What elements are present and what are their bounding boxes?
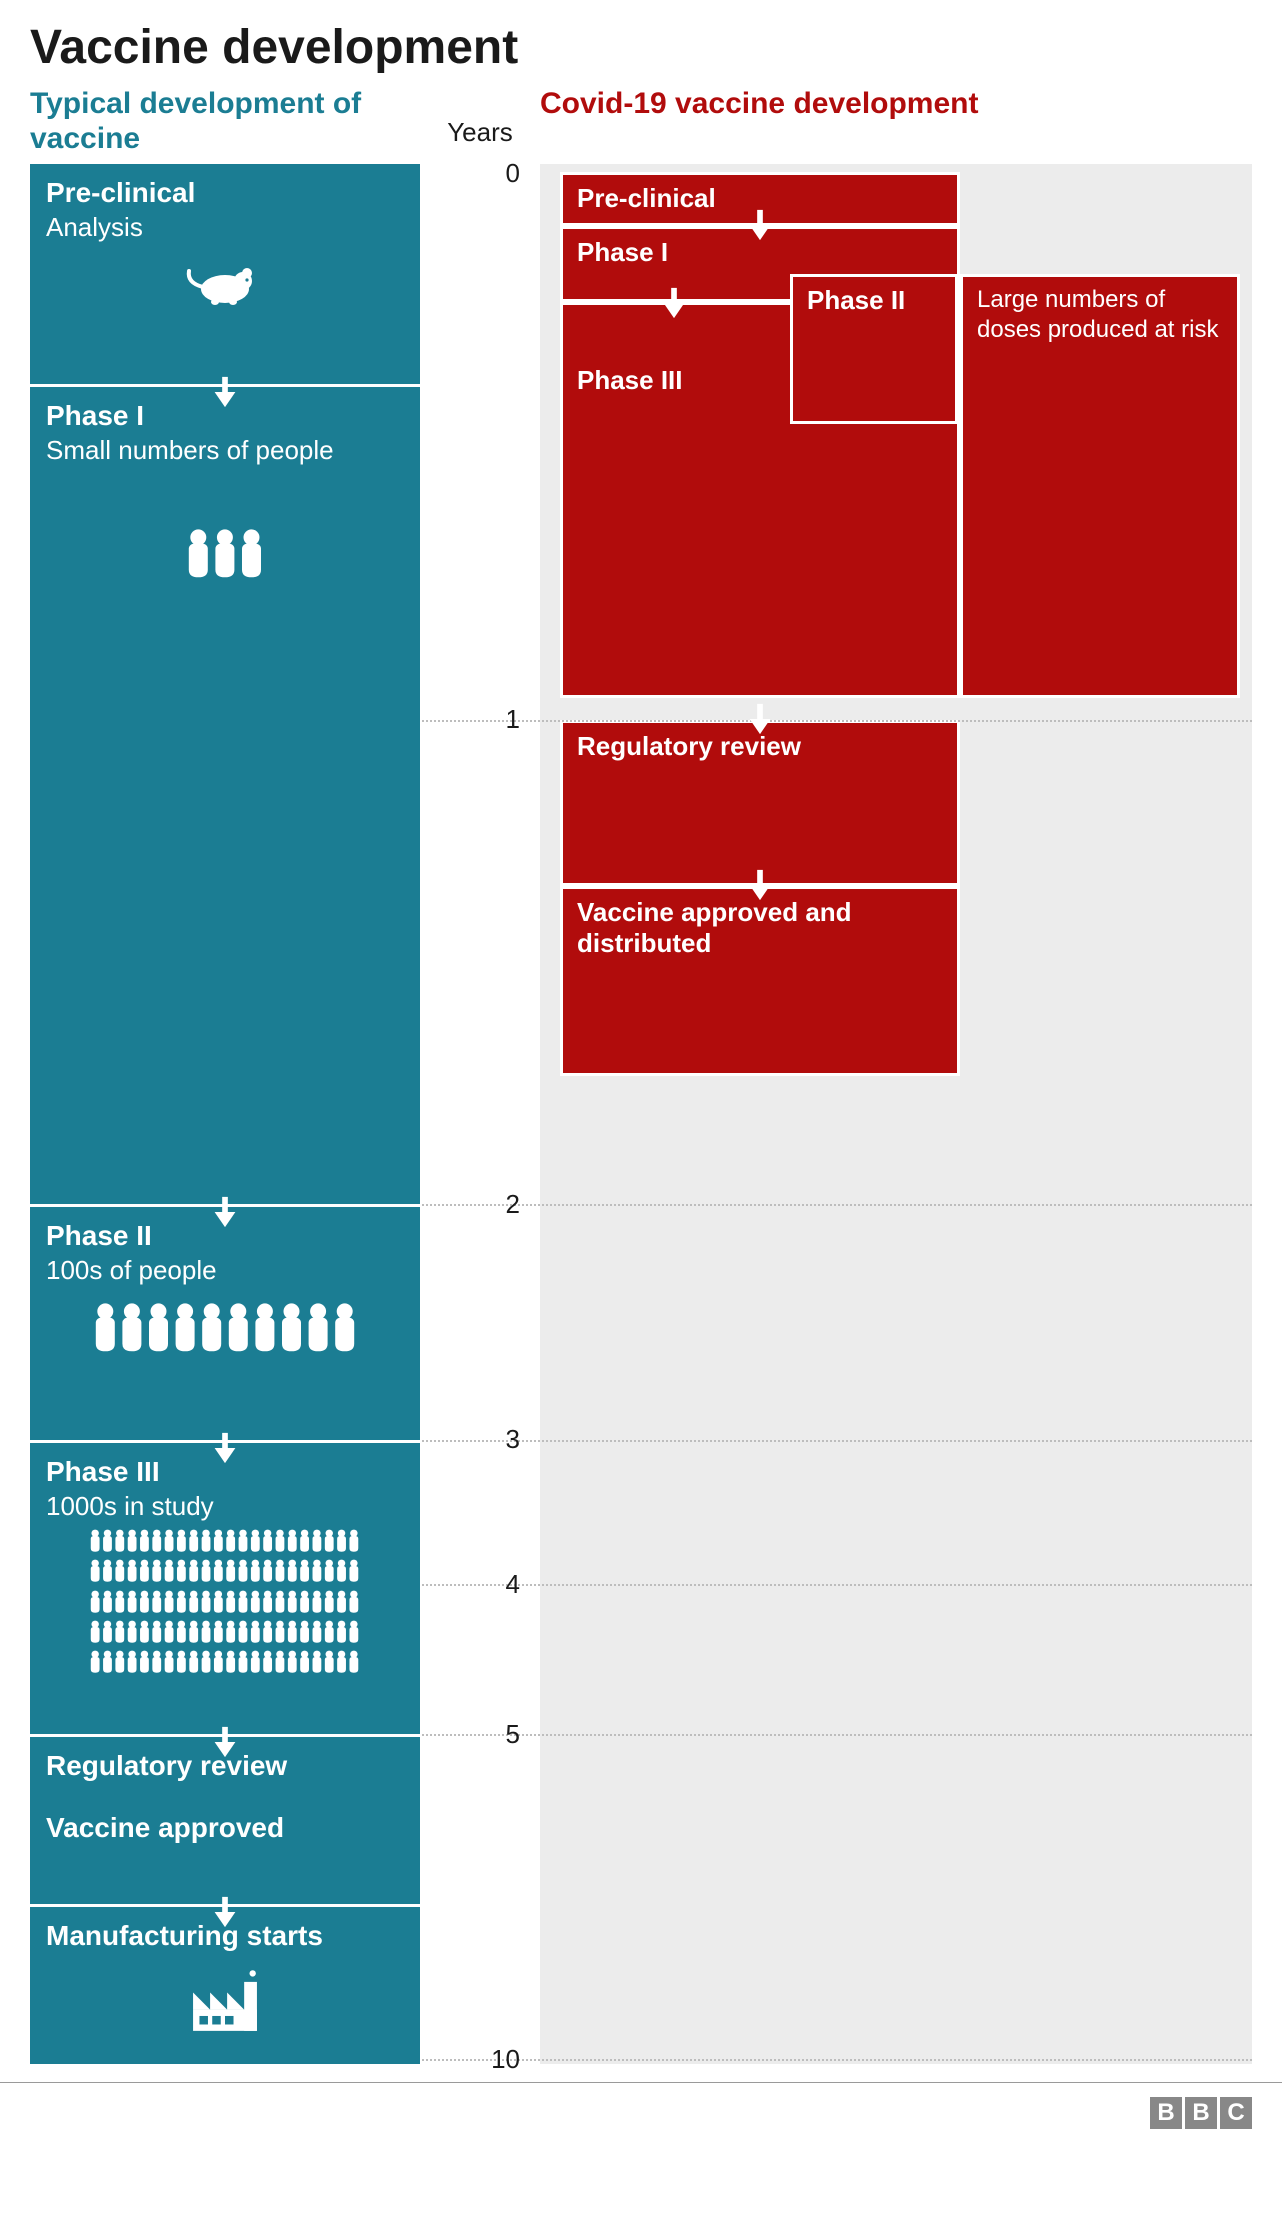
left-column-header: Typical development of vaccine xyxy=(30,87,420,156)
phase-subtitle2: Vaccine approved xyxy=(46,1811,404,1845)
arrow-down-icon xyxy=(211,1431,239,1470)
years-axis-header: Years xyxy=(420,87,540,156)
people-icon xyxy=(46,1528,404,1676)
mouse-icon xyxy=(46,257,404,318)
arrow-down-icon xyxy=(211,375,239,414)
people-icon xyxy=(46,526,404,588)
annotation-text: Large numbers of doses produced at risk xyxy=(977,285,1223,345)
phase-subtitle: 1000s in study xyxy=(46,1491,404,1522)
phase-block: Regulatory reviewVaccine approved xyxy=(30,1734,420,1904)
phase-block: Large numbers of doses produced at risk xyxy=(960,274,1240,698)
year-label: 10 xyxy=(470,2044,520,2075)
phase-block: Phase ISmall numbers of people xyxy=(30,384,420,1204)
phase-title: Pre-clinical xyxy=(46,176,404,210)
phase-block: Phase III1000s in study xyxy=(30,1440,420,1734)
phase-block: Phase II100s of people xyxy=(30,1204,420,1440)
year-label: 2 xyxy=(470,1189,520,1220)
bbc-logo-letter: B xyxy=(1185,2097,1217,2129)
phase-block: Pre-clinicalAnalysis xyxy=(30,164,420,384)
main-title: Vaccine development xyxy=(30,20,1252,75)
arrow-down-icon xyxy=(660,286,688,325)
factory-icon xyxy=(46,1967,404,2038)
phase-title: Phase II xyxy=(807,285,941,316)
phase-subtitle: 100s of people xyxy=(46,1255,404,1286)
infographic-container: Vaccine development Typical development … xyxy=(0,0,1282,2074)
people-icon xyxy=(46,1300,404,1362)
arrow-down-icon xyxy=(211,1725,239,1764)
year-label: 1 xyxy=(470,704,520,735)
phase-block: Regulatory review xyxy=(560,720,960,886)
year-label: 5 xyxy=(470,1719,520,1750)
footer: BBC xyxy=(0,2082,1282,2153)
arrow-down-icon xyxy=(746,868,774,907)
columns-header: Typical development of vaccine Years Cov… xyxy=(30,87,1252,156)
phase-title: Phase III xyxy=(577,365,683,396)
phase-subtitle: Small numbers of people xyxy=(46,435,404,466)
right-column-header: Covid-19 vaccine development xyxy=(540,87,1252,156)
phase-block: Phase II xyxy=(790,274,958,424)
arrow-down-icon xyxy=(211,1195,239,1234)
phase-block: Vaccine approved and distributed xyxy=(560,886,960,1076)
year-label: 0 xyxy=(470,158,520,189)
year-label: 3 xyxy=(470,1424,520,1455)
timeline: 01234510 Pre-clinicalAnalysisPhase ISmal… xyxy=(30,164,1252,2064)
phase-subtitle: Analysis xyxy=(46,212,404,243)
phase-block: Manufacturing starts xyxy=(30,1904,420,2064)
arrow-down-icon xyxy=(746,702,774,741)
bbc-logo-letter: C xyxy=(1220,2097,1252,2129)
arrow-down-icon xyxy=(746,208,774,247)
year-label: 4 xyxy=(470,1569,520,1600)
arrow-down-icon xyxy=(211,1895,239,1934)
bbc-logo: BBC xyxy=(1147,2107,1252,2124)
bbc-logo-letter: B xyxy=(1150,2097,1182,2129)
typical-track: Pre-clinicalAnalysisPhase ISmall numbers… xyxy=(30,164,420,2064)
